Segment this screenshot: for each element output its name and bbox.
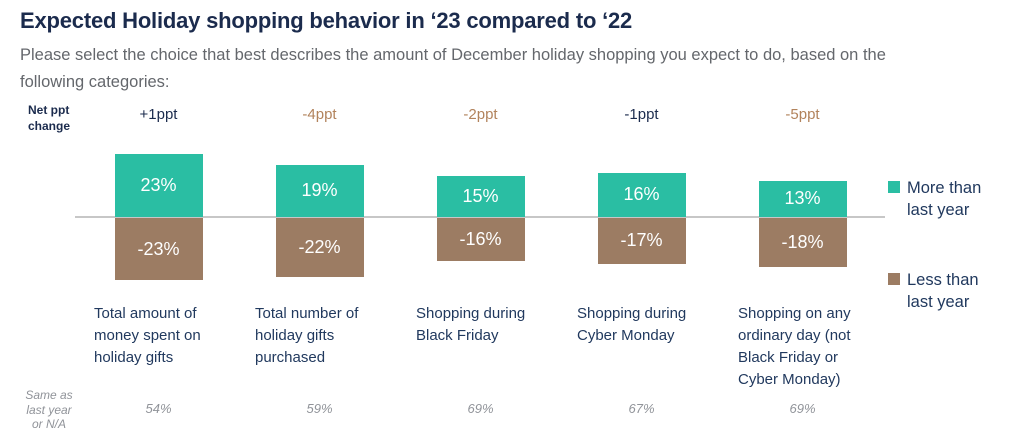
bar-value-label: 13% [784, 188, 821, 209]
bar-less-than: -18% [758, 218, 847, 267]
legend-item-less-than: Less than last year [888, 269, 1018, 314]
bar-less-than: -16% [436, 218, 525, 262]
bar-more-than: 13% [758, 181, 847, 217]
legend-swatch-less-than [888, 272, 900, 285]
legend: More than last year Less than last year [888, 177, 1018, 361]
category-label: Shopping during Black Friday [416, 305, 526, 345]
category-label: Shopping on any ordinary day (not Black … [738, 305, 851, 389]
bar-value-label: 19% [301, 180, 338, 201]
page-title: Expected Holiday shopping behavior in ‘2… [20, 8, 633, 33]
bar-value-label: -17% [620, 230, 663, 251]
category-label: Shopping during Cyber Monday [577, 305, 687, 345]
net-ppt-value: -4ppt [302, 106, 337, 123]
legend-item-more-than: More than last year [888, 177, 1018, 222]
bar-value-label: -23% [137, 238, 180, 259]
bar-more-than: 19% [275, 165, 364, 217]
category-labels-row: Total amount of money spent on holiday g… [78, 303, 883, 391]
same-as-value: 67% [628, 401, 655, 416]
same-as-values-row: 54% 59% 69% 67% 69% [78, 401, 883, 416]
same-as-value: 59% [306, 401, 333, 416]
category-label: Total amount of money spent on holiday g… [94, 305, 201, 367]
legend-swatch-more-than [888, 181, 900, 193]
category-label: Total number of holiday gifts purchased [255, 305, 359, 367]
net-ppt-value: -5ppt [785, 106, 820, 123]
same-as-value: 54% [145, 401, 172, 416]
bar-value-label: 16% [623, 184, 660, 205]
same-as-value: 69% [789, 401, 816, 416]
bar-value-label: 15% [462, 185, 499, 206]
legend-label: Less than last year [907, 270, 979, 312]
bar-less-than: -23% [114, 218, 203, 281]
same-as-last-year-label: Same as last year or N/A [25, 388, 73, 432]
bar-more-than: 23% [114, 154, 203, 217]
bar-more-than: 16% [597, 173, 686, 217]
net-ppt-value: -2ppt [463, 106, 498, 123]
net-ppt-change-label: Net ppt change [28, 103, 71, 133]
bar-value-label: 23% [140, 174, 177, 195]
same-as-value: 69% [467, 401, 494, 416]
page-subtitle: Please select the choice that best descr… [20, 46, 886, 91]
legend-label: More than last year [907, 179, 982, 220]
bar-value-label: -22% [298, 237, 341, 258]
bar-value-label: -18% [781, 231, 824, 252]
bar-value-label: -16% [459, 229, 502, 250]
bar-less-than: -17% [597, 218, 686, 264]
zero-axis-line [75, 216, 885, 218]
net-ppt-value: +1ppt [139, 106, 178, 123]
bar-more-than: 15% [436, 176, 525, 217]
bar-less-than: -22% [275, 218, 364, 278]
net-ppt-value: -1ppt [624, 106, 659, 123]
net-ppt-row: +1ppt -4ppt -2ppt -1ppt -5ppt [78, 106, 883, 123]
